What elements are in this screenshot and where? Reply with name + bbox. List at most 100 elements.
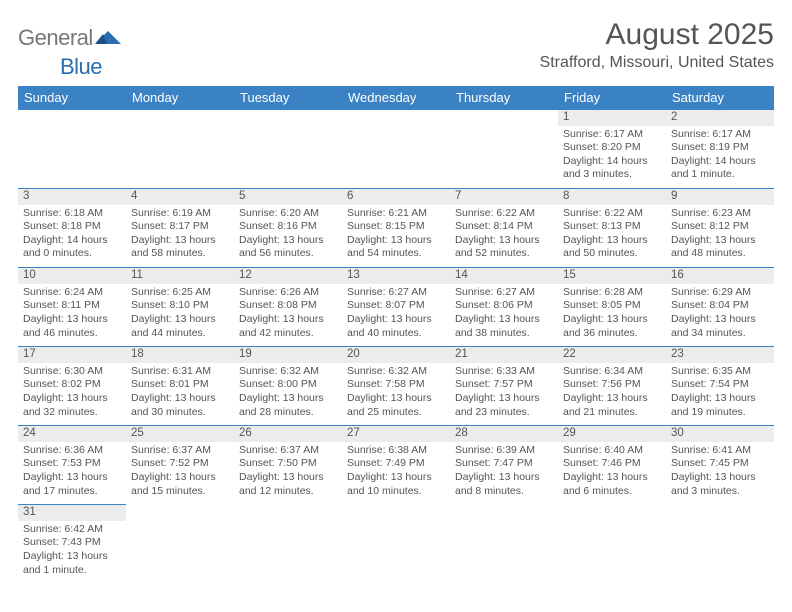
day-detail-cell xyxy=(18,126,126,189)
day-number-cell: 29 xyxy=(558,426,666,442)
detail-row: Sunrise: 6:17 AMSunset: 8:20 PMDaylight:… xyxy=(18,126,774,189)
day-number-cell: 31 xyxy=(18,505,126,521)
day-detail-cell: Sunrise: 6:35 AMSunset: 7:54 PMDaylight:… xyxy=(666,363,774,426)
day-detail-cell: Sunrise: 6:22 AMSunset: 8:14 PMDaylight:… xyxy=(450,205,558,268)
daynum-row: 12 xyxy=(18,110,774,126)
day-detail-cell xyxy=(234,126,342,189)
day-number-cell: 1 xyxy=(558,110,666,126)
detail-row: Sunrise: 6:24 AMSunset: 8:11 PMDaylight:… xyxy=(18,284,774,347)
day-number-cell: 12 xyxy=(234,268,342,284)
day-number-cell xyxy=(342,505,450,521)
day-detail-cell: Sunrise: 6:25 AMSunset: 8:10 PMDaylight:… xyxy=(126,284,234,347)
day-detail-cell: Sunrise: 6:29 AMSunset: 8:04 PMDaylight:… xyxy=(666,284,774,347)
day-number-cell: 14 xyxy=(450,268,558,284)
day-detail-cell: Sunrise: 6:23 AMSunset: 8:12 PMDaylight:… xyxy=(666,205,774,268)
day-detail-cell xyxy=(126,126,234,189)
logo-part1: General xyxy=(18,25,93,50)
day-detail-cell xyxy=(234,521,342,584)
day-number-cell: 2 xyxy=(666,110,774,126)
day-number-cell: 18 xyxy=(126,347,234,363)
day-detail-cell: Sunrise: 6:26 AMSunset: 8:08 PMDaylight:… xyxy=(234,284,342,347)
day-detail-cell xyxy=(342,126,450,189)
weekday-header: Tuesday xyxy=(234,86,342,110)
day-detail-cell: Sunrise: 6:38 AMSunset: 7:49 PMDaylight:… xyxy=(342,442,450,505)
day-number-cell: 4 xyxy=(126,189,234,205)
day-detail-cell: Sunrise: 6:19 AMSunset: 8:17 PMDaylight:… xyxy=(126,205,234,268)
day-number-cell: 11 xyxy=(126,268,234,284)
day-detail-cell: Sunrise: 6:18 AMSunset: 8:18 PMDaylight:… xyxy=(18,205,126,268)
day-detail-cell: Sunrise: 6:41 AMSunset: 7:45 PMDaylight:… xyxy=(666,442,774,505)
day-detail-cell: Sunrise: 6:37 AMSunset: 7:50 PMDaylight:… xyxy=(234,442,342,505)
daynum-row: 3456789 xyxy=(18,189,774,205)
day-detail-cell: Sunrise: 6:30 AMSunset: 8:02 PMDaylight:… xyxy=(18,363,126,426)
weekday-header: Saturday xyxy=(666,86,774,110)
day-number-cell xyxy=(558,505,666,521)
weekday-header-row: SundayMondayTuesdayWednesdayThursdayFrid… xyxy=(18,86,774,110)
day-detail-cell: Sunrise: 6:27 AMSunset: 8:07 PMDaylight:… xyxy=(342,284,450,347)
day-number-cell: 26 xyxy=(234,426,342,442)
day-number-cell: 6 xyxy=(342,189,450,205)
logo: General Blue xyxy=(18,18,121,80)
day-number-cell: 8 xyxy=(558,189,666,205)
day-number-cell: 22 xyxy=(558,347,666,363)
day-number-cell xyxy=(126,110,234,126)
day-detail-cell: Sunrise: 6:21 AMSunset: 8:15 PMDaylight:… xyxy=(342,205,450,268)
day-detail-cell: Sunrise: 6:32 AMSunset: 7:58 PMDaylight:… xyxy=(342,363,450,426)
day-detail-cell xyxy=(558,521,666,584)
day-detail-cell: Sunrise: 6:27 AMSunset: 8:06 PMDaylight:… xyxy=(450,284,558,347)
calendar-table: SundayMondayTuesdayWednesdayThursdayFrid… xyxy=(18,86,774,583)
location: Strafford, Missouri, United States xyxy=(540,54,774,72)
weekday-header: Friday xyxy=(558,86,666,110)
day-detail-cell xyxy=(342,521,450,584)
weekday-header: Sunday xyxy=(18,86,126,110)
day-number-cell: 5 xyxy=(234,189,342,205)
day-number-cell: 3 xyxy=(18,189,126,205)
day-detail-cell xyxy=(666,521,774,584)
day-number-cell xyxy=(666,505,774,521)
day-number-cell: 20 xyxy=(342,347,450,363)
day-number-cell: 7 xyxy=(450,189,558,205)
day-number-cell: 24 xyxy=(18,426,126,442)
day-detail-cell: Sunrise: 6:36 AMSunset: 7:53 PMDaylight:… xyxy=(18,442,126,505)
day-detail-cell xyxy=(126,521,234,584)
detail-row: Sunrise: 6:36 AMSunset: 7:53 PMDaylight:… xyxy=(18,442,774,505)
day-detail-cell: Sunrise: 6:37 AMSunset: 7:52 PMDaylight:… xyxy=(126,442,234,505)
day-detail-cell: Sunrise: 6:17 AMSunset: 8:20 PMDaylight:… xyxy=(558,126,666,189)
day-detail-cell xyxy=(450,126,558,189)
day-detail-cell xyxy=(450,521,558,584)
title-area: August 2025 Strafford, Missouri, United … xyxy=(540,18,774,72)
day-detail-cell: Sunrise: 6:17 AMSunset: 8:19 PMDaylight:… xyxy=(666,126,774,189)
day-number-cell: 30 xyxy=(666,426,774,442)
day-number-cell xyxy=(126,505,234,521)
day-detail-cell: Sunrise: 6:31 AMSunset: 8:01 PMDaylight:… xyxy=(126,363,234,426)
day-number-cell: 19 xyxy=(234,347,342,363)
day-number-cell xyxy=(342,110,450,126)
day-detail-cell: Sunrise: 6:28 AMSunset: 8:05 PMDaylight:… xyxy=(558,284,666,347)
day-number-cell: 28 xyxy=(450,426,558,442)
daynum-row: 17181920212223 xyxy=(18,347,774,363)
day-number-cell xyxy=(450,110,558,126)
day-detail-cell: Sunrise: 6:32 AMSunset: 8:00 PMDaylight:… xyxy=(234,363,342,426)
month-title: August 2025 xyxy=(540,18,774,52)
logo-part2: Blue xyxy=(60,54,102,80)
day-number-cell: 17 xyxy=(18,347,126,363)
weekday-header: Wednesday xyxy=(342,86,450,110)
day-detail-cell: Sunrise: 6:40 AMSunset: 7:46 PMDaylight:… xyxy=(558,442,666,505)
day-number-cell: 15 xyxy=(558,268,666,284)
daynum-row: 31 xyxy=(18,505,774,521)
day-number-cell: 9 xyxy=(666,189,774,205)
day-number-cell: 21 xyxy=(450,347,558,363)
day-detail-cell: Sunrise: 6:39 AMSunset: 7:47 PMDaylight:… xyxy=(450,442,558,505)
day-number-cell: 13 xyxy=(342,268,450,284)
day-number-cell: 16 xyxy=(666,268,774,284)
day-number-cell: 27 xyxy=(342,426,450,442)
daynum-row: 10111213141516 xyxy=(18,268,774,284)
day-number-cell xyxy=(234,505,342,521)
day-number-cell xyxy=(234,110,342,126)
detail-row: Sunrise: 6:42 AMSunset: 7:43 PMDaylight:… xyxy=(18,521,774,584)
day-detail-cell: Sunrise: 6:42 AMSunset: 7:43 PMDaylight:… xyxy=(18,521,126,584)
header: General Blue August 2025 Strafford, Miss… xyxy=(18,18,774,80)
day-number-cell: 10 xyxy=(18,268,126,284)
day-number-cell xyxy=(18,110,126,126)
day-detail-cell: Sunrise: 6:24 AMSunset: 8:11 PMDaylight:… xyxy=(18,284,126,347)
